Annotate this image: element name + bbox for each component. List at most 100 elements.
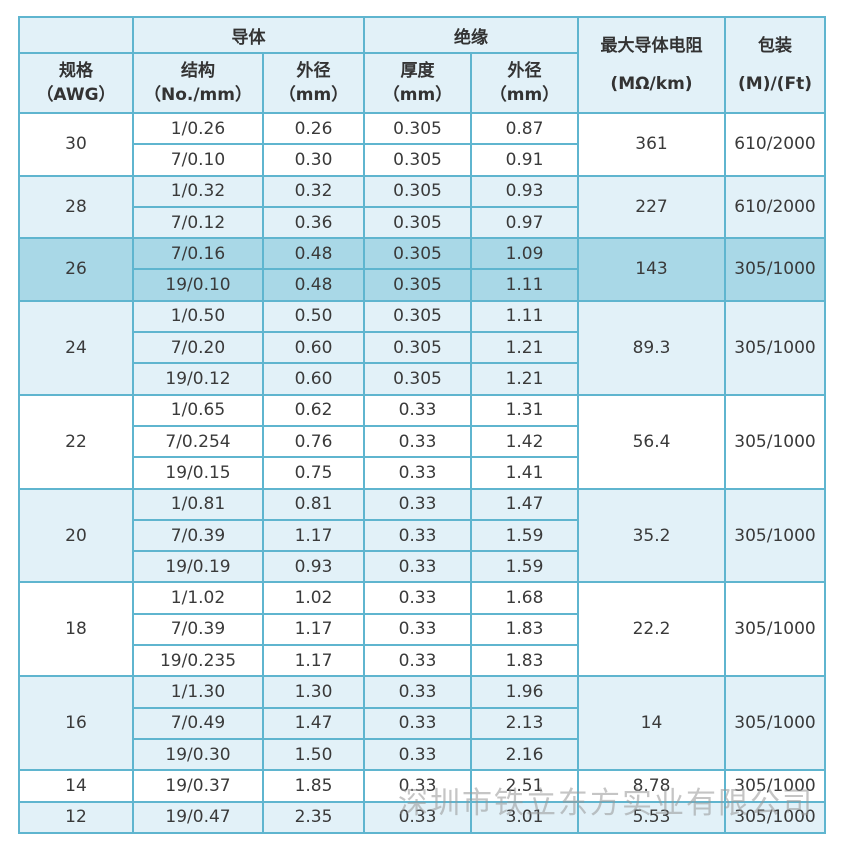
thickness-cell: 0.33 (363, 550, 472, 584)
thickness-cell: 0.305 (363, 268, 472, 302)
max-resistance-cell: 56.4 (577, 393, 726, 490)
insulation-od-cell: 1.09 (470, 237, 579, 271)
spec-table-container: 导体 绝缘 最大导体电阻 (MΩ/km) 包装 (M)/(Ft) 规格 （AWG… (18, 16, 826, 834)
header-insulation-od: 外径 （mm） (470, 52, 579, 114)
insulation-od-cell: 0.91 (470, 143, 579, 177)
table-row: 22 1/0.65 0.62 0.33 1.31 56.4 305/1000 (18, 393, 826, 490)
header-thickness-unit: （mm） (382, 85, 453, 105)
header-conductor-od-unit: （mm） (278, 85, 349, 105)
insulation-od-cell: 2.51 (470, 769, 579, 803)
awg-cell: 26 (18, 237, 134, 302)
structure-cell: 19/0.10 (132, 268, 264, 302)
conductor-od-cell: 1.50 (262, 737, 365, 772)
thickness-cell: 0.33 (363, 487, 472, 521)
insulation-od-cell: 0.93 (470, 174, 579, 208)
packaging-cell: 610/2000 (724, 174, 826, 240)
structure-cell: 19/0.37 (132, 769, 264, 803)
conductor-od-cell: 0.93 (262, 550, 365, 584)
thickness-cell: 0.33 (363, 518, 472, 553)
conductor-od-cell: 0.32 (262, 174, 365, 208)
packaging-cell: 305/1000 (724, 769, 826, 803)
thickness-cell: 0.33 (363, 393, 472, 427)
conductor-od-cell: 0.76 (262, 424, 365, 459)
structure-cell: 19/0.47 (132, 800, 264, 834)
table-row: 14 19/0.37 1.85 0.33 2.51 8.78 305/1000 (18, 769, 826, 803)
header-row-sub: 规格 （AWG） 结构 （No./mm） 外径 （mm） 厚度 （mm） 外径 (18, 52, 825, 114)
header-blank-cell (18, 16, 134, 54)
conductor-od-cell: 2.35 (262, 800, 365, 834)
awg-cell: 18 (18, 581, 134, 678)
insulation-od-cell: 0.97 (470, 205, 579, 240)
thickness-cell: 0.305 (363, 111, 472, 146)
insulation-od-cell: 1.21 (470, 331, 579, 365)
structure-cell: 7/0.39 (132, 518, 264, 553)
packaging-cell: 305/1000 (724, 237, 826, 302)
table-row: 7/0.39 1.17 0.33 1.83 (19, 612, 825, 647)
max-resistance-cell: 227 (577, 174, 726, 240)
packaging-cell: 610/2000 (724, 112, 826, 177)
table-row: 18 1/1.02 1.02 0.33 1.68 22.2 305/1000 (18, 581, 826, 678)
header-thickness-label: 厚度 (400, 61, 435, 81)
conductor-od-cell: 0.75 (262, 456, 365, 490)
conductor-od-cell: 0.81 (262, 487, 365, 521)
thickness-cell: 0.305 (363, 143, 472, 177)
conductor-od-cell: 0.30 (262, 143, 365, 177)
awg-cell: 12 (18, 800, 134, 834)
conductor-od-cell: 0.48 (262, 268, 365, 302)
insulation-od-cell: 2.13 (470, 706, 579, 740)
header-gauge: 规格 （AWG） (18, 52, 134, 114)
thickness-cell: 0.305 (363, 299, 472, 334)
structure-cell: 7/0.16 (132, 237, 264, 271)
awg-spec-table: 导体 绝缘 最大导体电阻 (MΩ/km) 包装 (M)/(Ft) 规格 （AWG… (18, 16, 826, 834)
thickness-cell: 0.33 (363, 769, 472, 803)
insulation-od-cell: 1.59 (470, 518, 579, 553)
structure-cell: 7/0.10 (132, 143, 264, 177)
insulation-od-cell: 3.01 (470, 800, 579, 834)
awg-cell: 24 (18, 299, 134, 396)
thickness-cell: 0.33 (363, 612, 472, 647)
packaging-cell: 305/1000 (724, 800, 826, 834)
awg-cell: 22 (18, 393, 134, 490)
conductor-od-cell: 1.17 (262, 644, 365, 678)
thickness-cell: 0.33 (363, 456, 472, 490)
max-resistance-cell: 89.3 (577, 299, 726, 396)
table-row: 12 19/0.47 2.35 0.33 3.01 5.53 305/1000 (18, 800, 826, 834)
table-row: 24 1/0.50 0.50 0.305 1.11 89.3 305/1000 (18, 299, 826, 396)
structure-cell: 7/0.20 (132, 331, 264, 365)
insulation-od-cell: 1.68 (470, 581, 579, 615)
packaging-cell: 305/1000 (724, 581, 826, 678)
conductor-od-cell: 0.60 (262, 331, 365, 365)
thickness-cell: 0.305 (363, 205, 472, 240)
conductor-od-cell: 0.48 (262, 237, 365, 271)
header-conductor-od: 外径 （mm） (262, 52, 365, 114)
header-structure: 结构 （No./mm） (132, 52, 264, 114)
conductor-od-cell: 1.17 (262, 612, 365, 647)
header-gauge-unit: （AWG） (36, 85, 116, 105)
packaging-cell: 305/1000 (724, 299, 826, 396)
structure-cell: 1/0.81 (132, 487, 264, 521)
header-structure-label: 结构 (181, 61, 215, 81)
header-insulation: 绝缘 (363, 16, 579, 54)
insulation-od-cell: 1.59 (470, 550, 579, 584)
max-resistance-cell: 361 (577, 112, 726, 177)
header-row-top: 导体 绝缘 最大导体电阻 (MΩ/km) 包装 (M)/(Ft) (18, 16, 826, 114)
conductor-od-cell: 1.85 (262, 769, 365, 803)
insulation-od-cell: 1.21 (470, 362, 579, 396)
structure-cell: 19/0.15 (132, 456, 264, 490)
conductor-od-cell: 0.36 (262, 205, 365, 240)
table-row: 26 7/0.16 0.48 0.305 1.09 143 305/1000 (18, 237, 826, 302)
structure-cell: 1/1.30 (132, 675, 264, 709)
header-packaging-unit: (M)/(Ft) (738, 74, 812, 94)
thickness-cell: 0.33 (363, 581, 472, 615)
insulation-od-cell: 1.11 (470, 299, 579, 334)
header-packaging-label: 包装 (758, 36, 792, 56)
conductor-od-cell: 1.02 (262, 581, 365, 615)
thickness-cell: 0.305 (363, 331, 472, 365)
spec-table-body: 30 1/0.26 0.26 0.305 0.87 361 610/2000 7/0.10 0.… (18, 111, 826, 834)
max-resistance-cell: 8.78 (577, 769, 726, 803)
thickness-cell: 0.33 (363, 424, 472, 459)
max-resistance-cell: 5.53 (577, 800, 726, 834)
insulation-od-cell: 1.11 (470, 268, 579, 302)
insulation-od-cell: 1.96 (470, 675, 579, 709)
thickness-cell: 0.33 (363, 800, 472, 834)
